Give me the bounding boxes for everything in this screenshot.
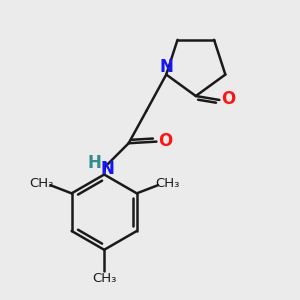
- Text: N: N: [101, 160, 115, 178]
- Text: CH₃: CH₃: [92, 272, 116, 285]
- Text: CH₃: CH₃: [155, 177, 179, 190]
- Text: N: N: [159, 58, 173, 76]
- Text: CH₃: CH₃: [29, 177, 53, 190]
- Text: O: O: [221, 90, 236, 108]
- Text: H: H: [88, 154, 101, 172]
- Text: O: O: [158, 132, 173, 150]
